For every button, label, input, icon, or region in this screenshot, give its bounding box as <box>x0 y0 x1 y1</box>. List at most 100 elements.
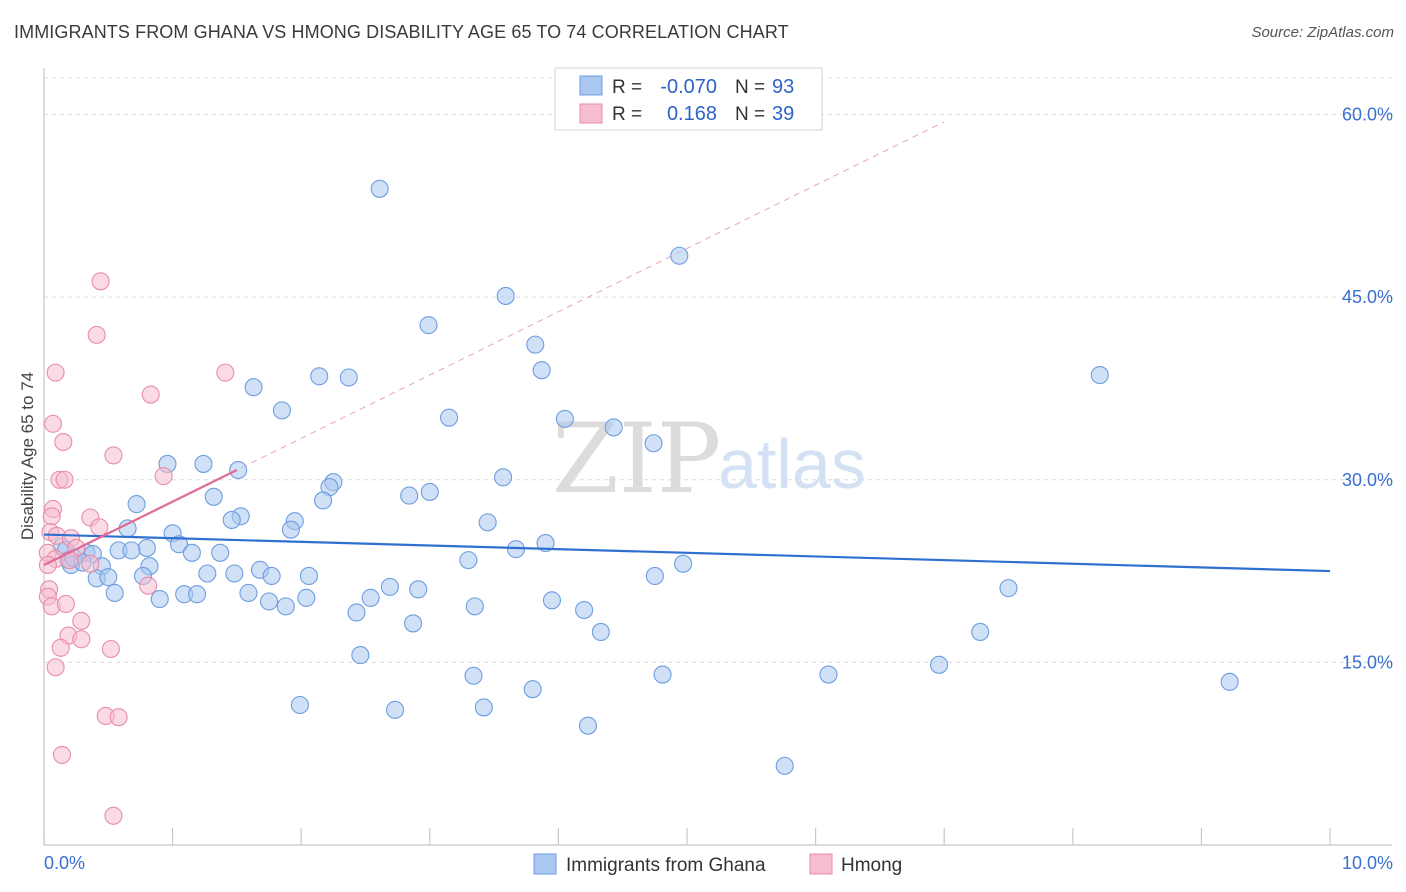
hmong-point <box>46 363 65 382</box>
ghana-point <box>127 495 146 514</box>
ghana-point <box>575 600 594 620</box>
hmong-point <box>72 630 91 649</box>
y-tick-labels: 15.0% 30.0% 45.0% 60.0% <box>1342 105 1393 673</box>
hmong-trend-line <box>43 469 238 566</box>
ghana-point <box>122 541 141 560</box>
ghana-point <box>370 179 389 198</box>
ghana-point <box>474 698 493 717</box>
ghana-points <box>52 179 1239 775</box>
ghana-point <box>542 591 562 610</box>
hmong-point <box>46 658 65 677</box>
hmong-point <box>43 414 63 433</box>
hmong-point <box>72 611 91 631</box>
x-tick-label-max: 10.0% <box>1342 853 1393 873</box>
hmong-point <box>104 806 123 825</box>
ghana-point <box>536 534 555 553</box>
trend-lines <box>43 469 1331 573</box>
x-tick-label-min: 0.0% <box>44 853 85 873</box>
ghana-point <box>420 482 439 501</box>
ghana-point <box>272 401 291 420</box>
ghana-point <box>478 513 497 532</box>
hmong-point <box>54 432 73 452</box>
ghana-point <box>464 666 483 685</box>
ghana-point <box>194 454 213 473</box>
ghana-point <box>645 566 664 585</box>
ghana-point <box>644 434 663 453</box>
ghana-point <box>1090 366 1109 385</box>
ghana-point <box>281 520 300 539</box>
ghana-point <box>290 695 309 715</box>
legend-n-value-ghana: 93 <box>772 76 794 98</box>
axes <box>43 68 1392 846</box>
ghana-point <box>819 665 838 684</box>
gridlines <box>44 77 1392 663</box>
y-tick-label: 45.0% <box>1342 287 1393 307</box>
ghana-point <box>105 583 124 603</box>
legend-n-value-hmong: 39 <box>772 103 794 125</box>
hmong-point <box>81 554 100 573</box>
hmong-point <box>87 325 106 344</box>
ghana-point <box>259 592 279 611</box>
hmong-points <box>38 272 235 825</box>
ghana-point <box>99 568 118 587</box>
hmong-point <box>91 272 110 291</box>
hmong-point <box>154 467 173 486</box>
ghana-point <box>419 316 438 335</box>
series-legend: Immigrants from Ghana Hmong <box>533 853 902 876</box>
x-ticks <box>43 828 1331 845</box>
ghana-point <box>239 583 258 603</box>
ghana-point <box>971 622 990 641</box>
ghana-point <box>276 597 295 616</box>
legend-swatch-hmong <box>579 103 603 124</box>
ghana-point <box>187 585 207 604</box>
ghana-point <box>297 588 316 607</box>
hmong-point <box>52 745 72 764</box>
y-tick-label: 15.0% <box>1342 652 1393 672</box>
hmong-point <box>141 385 160 404</box>
ghana-point <box>225 564 244 583</box>
ghana-point <box>526 335 545 354</box>
ghana-point <box>409 580 428 599</box>
hmong-point <box>216 363 235 382</box>
ghana-point <box>1220 672 1239 691</box>
hmong-point <box>139 576 158 595</box>
legend-swatch-ghana <box>579 75 603 96</box>
ghana-point <box>578 716 598 735</box>
ghana-point <box>775 756 794 775</box>
ghana-point <box>400 486 419 505</box>
hmong-point <box>104 446 123 465</box>
ghana-point <box>361 588 380 607</box>
ghana-point <box>523 680 542 699</box>
y-tick-label: 30.0% <box>1342 470 1393 490</box>
hmong-point <box>42 507 61 526</box>
ghana-point <box>532 361 551 380</box>
correlation-legend: R = -0.070 N = 93 R = 0.168 N = 39 <box>554 67 823 131</box>
ghana-point <box>150 590 169 609</box>
legend-n-label-hmong: N = <box>735 104 765 125</box>
hmong-point <box>55 470 74 489</box>
ghana-point <box>494 468 513 487</box>
hmong-point <box>51 638 70 657</box>
hmong-point <box>56 594 75 613</box>
legend-r-value-ghana: -0.070 <box>660 76 717 98</box>
ghana-point <box>137 538 156 557</box>
ghana-point <box>591 622 610 641</box>
ghana-point <box>459 551 478 570</box>
ghana-point <box>222 510 241 529</box>
ghana-point <box>169 535 189 554</box>
legend-bottom-label-ghana: Immigrants from Ghana <box>566 855 766 876</box>
ghana-point <box>404 614 423 633</box>
ghana-point <box>465 597 484 616</box>
legend-bottom-swatch-hmong <box>809 853 833 875</box>
ghana-point <box>314 491 333 510</box>
watermark-zip: ZIP <box>552 403 721 515</box>
legend-bottom-label-hmong: Hmong <box>841 855 902 876</box>
ghana-point <box>653 665 672 684</box>
hmong-point <box>90 518 109 537</box>
legend-bottom-swatch-ghana <box>533 853 557 875</box>
hmong-point <box>101 639 120 659</box>
y-tick-label: 60.0% <box>1342 105 1393 125</box>
ghana-point <box>299 566 318 585</box>
ghana-point <box>555 409 574 428</box>
